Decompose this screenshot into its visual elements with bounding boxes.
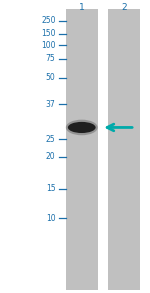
Text: 1: 1	[79, 3, 85, 12]
Text: 25: 25	[46, 135, 56, 144]
Bar	[66, 9, 98, 290]
Ellipse shape	[68, 122, 96, 133]
Text: 20: 20	[46, 152, 56, 161]
Text: 250: 250	[41, 16, 56, 25]
Text: 75: 75	[46, 54, 56, 63]
Text: 2: 2	[121, 3, 127, 12]
Bar	[108, 9, 140, 290]
Text: 37: 37	[46, 100, 56, 108]
Ellipse shape	[66, 120, 98, 135]
Text: 15: 15	[46, 185, 56, 193]
Text: 50: 50	[46, 73, 56, 82]
Text: 10: 10	[46, 214, 56, 223]
Text: 150: 150	[41, 29, 56, 38]
Text: 100: 100	[41, 41, 56, 50]
